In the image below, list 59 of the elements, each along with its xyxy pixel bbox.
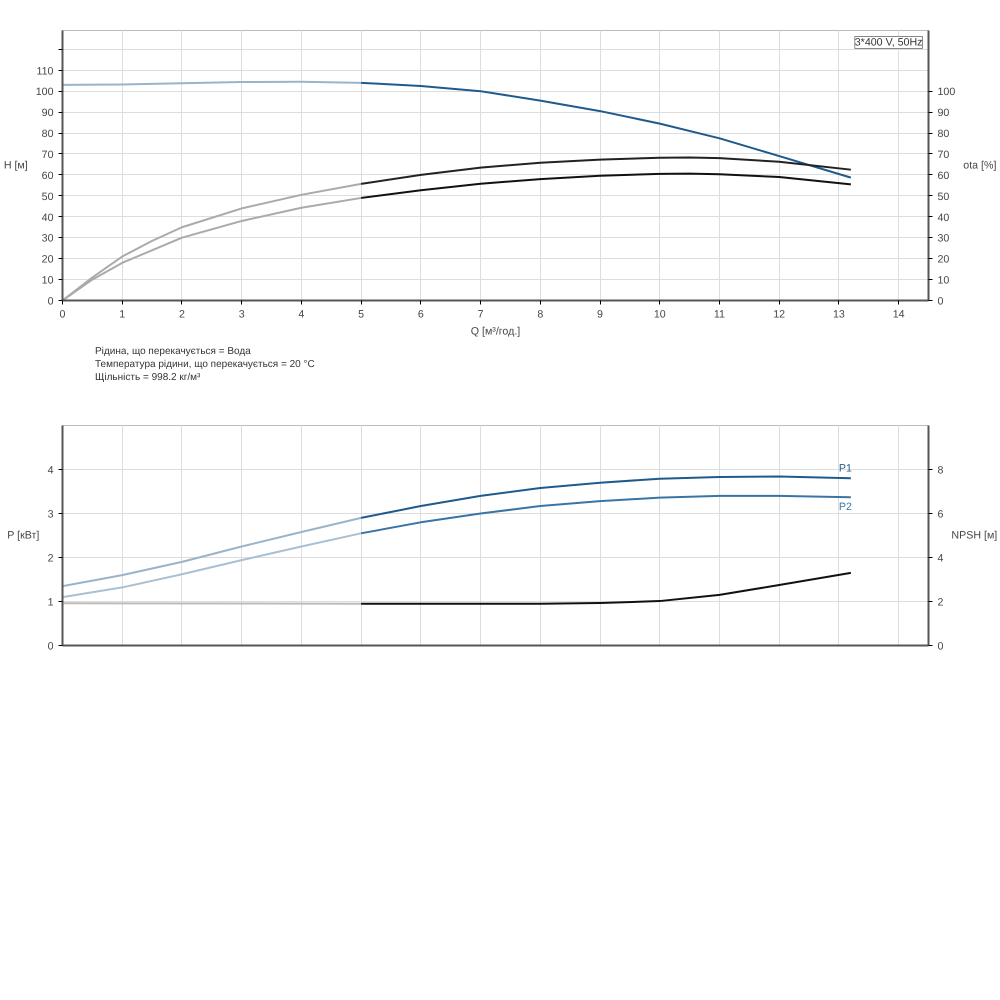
y-tick-label: 110 (36, 65, 54, 78)
y-tick-label: 100 (36, 86, 54, 98)
x-tick-label: 10 (654, 308, 666, 320)
y-tick-label: 60 (42, 170, 54, 182)
y2-tick-label: 8 (938, 464, 944, 476)
annotation: 3*400 V, 50Hz (854, 36, 923, 48)
y2-tick-label: 0 (938, 296, 944, 308)
y-axis-title: P [кВт] (7, 530, 40, 542)
y2-tick-label: 40 (938, 212, 950, 224)
text: Щільність = 998.2 кг/м³ (95, 372, 200, 383)
y-tick-label: 4 (48, 464, 54, 476)
x-tick-label: 2 (178, 308, 185, 320)
y-tick-label: 90 (42, 107, 54, 120)
y-tick-label: 3 (48, 508, 54, 520)
x-tick-label: 5 (358, 308, 364, 320)
text: Рідина, що перекачується = Вода (95, 346, 251, 357)
x-tick-label: 6 (418, 308, 424, 320)
y2-tick-label: 4 (938, 552, 944, 564)
y-tick-label: 20 (42, 254, 54, 266)
y-axis-title: H [м] (4, 160, 28, 172)
y-tick-label: 30 (42, 232, 54, 245)
y-tick-label: 2 (48, 552, 54, 564)
x-tick-label: 1 (119, 308, 126, 320)
y2-tick-label: 80 (938, 128, 950, 140)
x-tick-label: 7 (478, 308, 484, 320)
series-label: P2 (838, 501, 852, 514)
y-tick-label: 1 (48, 596, 54, 608)
x-tick-label: 8 (537, 308, 544, 320)
y2-tick-label: 20 (938, 254, 950, 266)
y2-tick-label: 6 (938, 508, 944, 520)
x-tick-label: 4 (298, 308, 304, 320)
y2-tick-label: 2 (938, 596, 944, 608)
y-tick-label: 70 (42, 148, 54, 161)
y2-tick-label: 100 (938, 86, 956, 98)
y2-tick-label: 90 (938, 107, 950, 120)
x-tick-label: 12 (773, 308, 786, 320)
y-tick-label: 50 (42, 190, 54, 203)
y-tick-label: 10 (42, 274, 54, 287)
y2-tick-label: 0 (938, 640, 944, 652)
x-tick-label: 11 (714, 308, 726, 320)
y-tick-label: 40 (42, 212, 54, 224)
y2-tick-label: 30 (938, 232, 950, 245)
series-label: P1 (838, 462, 852, 474)
x-tick-label: 3 (238, 308, 245, 320)
y2-tick-label: 50 (938, 190, 950, 203)
text: Температура рідини, що перекачується = 20 °C (95, 359, 315, 370)
x-tick-label: 0 (60, 308, 66, 320)
y-tick-label: 0 (48, 296, 54, 308)
y-tick-label: 0 (48, 640, 54, 652)
x-tick-label: 13 (832, 308, 845, 320)
y2-axis-title: NPSH [м] (951, 530, 998, 542)
y2-tick-label: 10 (938, 274, 950, 287)
y2-tick-label: 60 (938, 170, 950, 182)
y-tick-label: 80 (42, 128, 54, 140)
x-tick-label: 9 (597, 308, 604, 320)
y2-axis-title: ota [%] (963, 160, 996, 172)
x-tick-label: 14 (892, 308, 905, 320)
y2-tick-label: 70 (938, 148, 950, 161)
x-axis-title: Q [м³/год.] (470, 326, 520, 338)
